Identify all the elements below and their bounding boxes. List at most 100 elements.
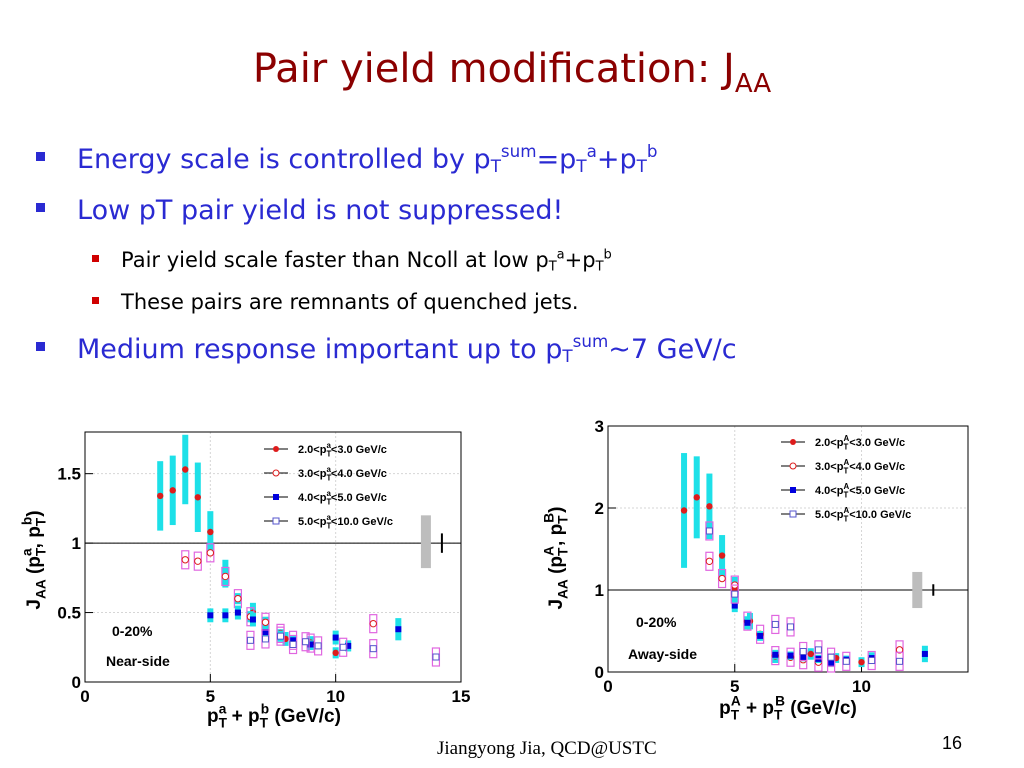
data-point: [369, 619, 377, 628]
legend-label: 4.0<pTa<5.0 GeV/c: [298, 489, 387, 506]
data-point: [261, 618, 270, 626]
label-part: 4.0<p: [815, 485, 844, 497]
label-part: 2.0<p: [815, 437, 844, 449]
label-part: T: [326, 449, 331, 458]
data-point: [169, 487, 176, 494]
label-part: <3.0 GeV/c: [849, 437, 905, 449]
bullet-text-part: These pairs are remnants of quenched jet…: [121, 290, 579, 314]
page-number: 16: [942, 733, 963, 753]
x-axis-label: pTA + pTB (GeV/c): [719, 693, 857, 722]
plot-frame: [607, 425, 969, 673]
label-part: A: [844, 482, 850, 491]
label-part: 2.0<p: [298, 444, 327, 456]
label-part: , p: [546, 524, 567, 546]
data-point: [827, 653, 835, 661]
data-point: [731, 602, 738, 609]
label-part: T: [219, 716, 228, 731]
data-point: [332, 634, 339, 641]
bullet-text-part: Medium response important up to p: [77, 334, 563, 365]
label-part: a: [327, 489, 332, 498]
bullet-text-part: Energy scale is controlled by p: [77, 144, 491, 175]
bullet-text-part: ~7 GeV/c: [608, 334, 737, 365]
bullet-text-part: Low pT pair yield is not suppressed!: [77, 195, 564, 226]
y-axis-label: JAA (pTA, pTB): [541, 506, 570, 609]
label-part: a: [327, 513, 332, 522]
panel-label: Away-side: [628, 646, 697, 662]
data-point: [290, 637, 297, 644]
x-tick-label: 15: [452, 687, 471, 706]
x-tick-label: 5: [730, 677, 739, 696]
centrality-label: 0-20%: [636, 614, 677, 630]
data-point: [895, 646, 904, 654]
data-point: [731, 590, 739, 598]
sub-bullet-square-icon: [92, 255, 99, 262]
sub-bullet-square-icon: [92, 297, 99, 304]
label-part: T: [326, 521, 331, 530]
x-tick-label: 10: [852, 677, 871, 696]
label-part: b: [261, 701, 269, 716]
data-point: [744, 619, 751, 626]
data-point: [234, 609, 241, 616]
data-point: [289, 641, 297, 648]
label-part: J: [546, 599, 567, 610]
data-point: [207, 612, 214, 619]
bullet-text-part: b: [646, 141, 658, 162]
global-uncertainty-box: [912, 571, 923, 609]
data-point: [314, 642, 322, 650]
label-part: T: [843, 490, 848, 499]
x-tick-label: 5: [206, 687, 215, 706]
plot-grid: [84, 432, 462, 683]
data-point: [277, 632, 285, 640]
bullet-text-part: Pair yield scale faster than Ncoll at lo…: [121, 248, 549, 272]
data-point: [207, 528, 214, 536]
legend-label: 3.0<pTA<4.0 GeV/c: [815, 458, 905, 475]
x-axis-label: pTa + pTb (GeV/c): [207, 701, 341, 730]
label-part: 5.0<p: [815, 509, 844, 521]
bullet-text-part: T: [636, 156, 647, 177]
label-part: 3.0<p: [815, 461, 844, 473]
global-uncertainty-box: [420, 515, 431, 569]
data-point: [249, 616, 256, 623]
legend-marker: [789, 510, 797, 518]
legend-marker: [790, 439, 796, 445]
bullet-text-part: a: [556, 247, 565, 263]
legend-marker: [272, 469, 280, 477]
label-part: <5.0 GeV/c: [331, 492, 387, 504]
data-point: [800, 654, 807, 661]
label-part: T: [326, 497, 331, 506]
label-part: <3.0 GeV/c: [331, 444, 387, 456]
data-point: [234, 594, 242, 603]
label-part: T: [34, 547, 49, 556]
label-part: (p: [546, 556, 567, 579]
label-part: T: [843, 514, 848, 523]
data-point: [799, 648, 807, 655]
y-tick-label: 2: [595, 499, 604, 518]
data-point: [302, 638, 310, 646]
legend-label: 2.0<pTa<3.0 GeV/c: [298, 441, 387, 458]
data-point: [896, 657, 904, 665]
label-part: A: [541, 546, 556, 556]
data-point: [842, 657, 850, 665]
bullet-text-part: sum: [572, 331, 609, 352]
label-part: B: [775, 693, 785, 708]
bullet-square-icon: [36, 342, 45, 351]
label-part: + p: [226, 706, 259, 727]
label-part: <10.0 GeV/c: [849, 509, 911, 521]
slide-title: Pair yield modification: JAA: [252, 46, 772, 99]
data-point: [858, 658, 865, 666]
data-point: [772, 651, 779, 658]
data-point: [307, 641, 314, 648]
data-point: [194, 494, 201, 501]
legend-label: 5.0<pTA<10.0 GeV/c: [815, 506, 911, 523]
legend: 2.0<pTA<3.0 GeV/c3.0<pTA<4.0 GeV/c4.0<pT…: [781, 434, 911, 523]
label-part: T: [843, 442, 848, 451]
bullet-square-icon: [36, 152, 45, 161]
data-point: [369, 645, 377, 653]
bullet-1: Energy scale is controlled by pTsum=pTa+…: [36, 141, 658, 177]
label-part: AA: [556, 579, 571, 599]
data-point: [332, 649, 339, 657]
label-part: T: [731, 708, 740, 723]
label-part: AA: [34, 579, 49, 599]
bullet-text-part: T: [595, 259, 604, 275]
label-part: T: [774, 708, 783, 723]
